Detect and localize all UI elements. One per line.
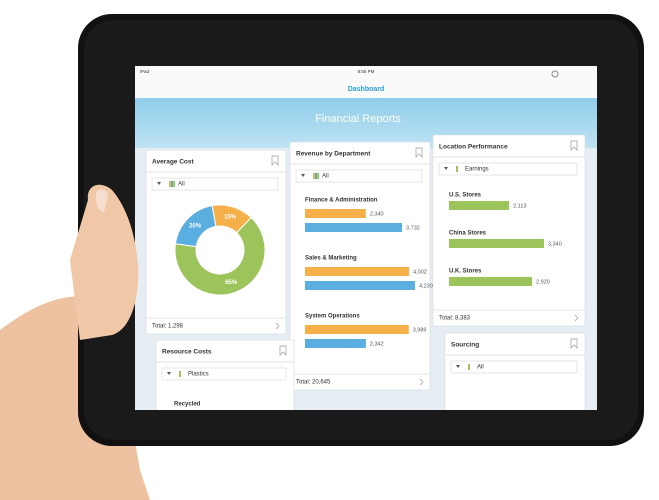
- group-label: System Operations: [305, 314, 360, 320]
- card: [145, 149, 287, 335]
- card: [289, 141, 431, 391]
- header-title[interactable]: Dashboard: [348, 86, 385, 93]
- bar-value: 2,340: [370, 211, 384, 217]
- category-label: China Stores: [449, 231, 487, 237]
- filter-swatch: [313, 173, 315, 179]
- card-title: Revenue by Department: [296, 151, 371, 158]
- bar: [449, 239, 544, 248]
- item-label: Recycled: [174, 402, 201, 408]
- bar: [305, 325, 409, 334]
- card-title: Resource Costs: [162, 349, 212, 356]
- group-label: Finance & Administration: [305, 198, 378, 204]
- bar-value: 3,989: [413, 327, 427, 333]
- dropdown-arrow: [157, 182, 161, 185]
- bookmark-icon[interactable]: [415, 147, 423, 158]
- bar-value: 4,002: [413, 269, 427, 275]
- donut-label: 15%: [224, 215, 237, 221]
- banner-title: Financial Reports: [315, 113, 401, 125]
- time: 8:55 PM: [358, 69, 375, 74]
- thumb: [70, 184, 139, 340]
- category-label: U.S. Stores: [449, 193, 482, 199]
- filter-box[interactable]: [161, 367, 287, 381]
- bar-value: 3,340: [548, 241, 562, 247]
- bookmark-icon[interactable]: [279, 345, 287, 356]
- total: Total: 8,383: [439, 316, 471, 322]
- filter-box[interactable]: [438, 162, 578, 176]
- search-icon[interactable]: [551, 70, 559, 78]
- bar-value: 3,732: [406, 225, 420, 231]
- chevron[interactable]: [419, 378, 424, 386]
- dropdown-arrow: [456, 365, 460, 368]
- donut-label: 65%: [225, 280, 238, 286]
- bar: [305, 267, 410, 276]
- card-title: Location Performance: [439, 144, 508, 151]
- filter-swatch: [171, 181, 173, 187]
- bookmark-icon[interactable]: [271, 155, 279, 166]
- total: Total: 1,298: [152, 324, 184, 330]
- filter-swatch: [456, 166, 458, 172]
- screen: iPad 8:55 PM Dashboard Financial Reports…: [135, 66, 597, 410]
- dropdown-arrow: [444, 167, 448, 170]
- top-bar: [135, 66, 597, 98]
- filter-swatch: [468, 364, 470, 370]
- category-label: U.K. Stores: [449, 269, 482, 275]
- filter-swatch: [173, 181, 175, 187]
- filter-label: Plastics: [188, 372, 209, 378]
- filter-swatch: [169, 181, 171, 187]
- total: Total: 20,645: [296, 380, 331, 386]
- filter-label: All: [178, 182, 185, 188]
- bookmark-icon[interactable]: [570, 338, 578, 349]
- bar: [305, 223, 403, 232]
- carrier: iPad: [140, 69, 150, 74]
- bar: [449, 201, 510, 210]
- filter-label: All: [322, 174, 329, 180]
- card-title: Average Cost: [152, 159, 194, 166]
- bar: [305, 209, 366, 218]
- dropdown-arrow: [167, 372, 171, 375]
- filter-box[interactable]: [151, 177, 279, 191]
- filter-swatch: [179, 371, 181, 377]
- donut-label: 20%: [189, 224, 202, 230]
- chevron[interactable]: [275, 322, 280, 330]
- chevron[interactable]: [574, 314, 579, 322]
- bar: [449, 277, 533, 286]
- dropdown-arrow: [301, 174, 305, 177]
- group-label: Sales & Marketing: [305, 256, 357, 262]
- bar-value: 2,342: [370, 341, 384, 347]
- bar-value: 2,920: [536, 279, 550, 285]
- thumbnail: [95, 189, 108, 212]
- filter-label: All: [477, 365, 484, 371]
- bar: [305, 281, 415, 290]
- filter-swatch: [317, 173, 319, 179]
- bar-value: 4,230: [419, 283, 433, 289]
- card-title: Sourcing: [451, 342, 479, 349]
- filter-label: Earnings: [465, 167, 489, 173]
- filter-box[interactable]: [295, 169, 423, 183]
- filter-swatch: [315, 173, 317, 179]
- donut-segment: [174, 216, 266, 296]
- donut-segment: [174, 205, 217, 248]
- bar-value: 2,113: [513, 203, 526, 209]
- bar: [305, 339, 366, 348]
- filter-box[interactable]: [450, 360, 578, 374]
- bookmark-icon[interactable]: [570, 140, 578, 151]
